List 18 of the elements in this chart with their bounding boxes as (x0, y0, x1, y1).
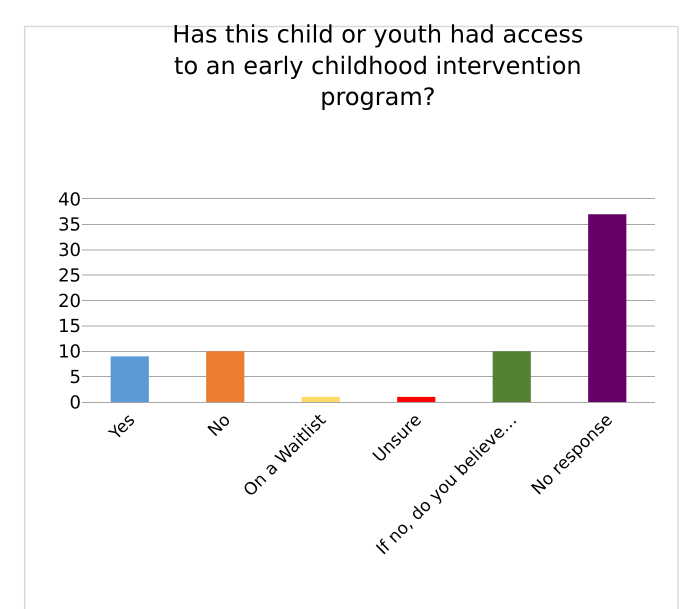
bar (397, 396, 436, 402)
bar (206, 351, 244, 402)
y-tick-label: 35 (58, 214, 81, 236)
y-tick-label: 20 (58, 290, 81, 312)
y-tick-label: 25 (58, 265, 81, 286)
x-tick-label: No (204, 410, 235, 441)
y-tick-label: 0 (70, 392, 81, 414)
y-tick-label: 15 (58, 316, 81, 338)
y-tick-label: 5 (70, 366, 81, 388)
y-tick-label: 10 (58, 342, 81, 363)
chart-title: Has this child or youth had access to an early childhood intervention program? (172, 20, 584, 112)
bar (492, 351, 531, 402)
y-tick-label: 30 (58, 240, 81, 262)
bar (110, 356, 149, 402)
x-tick-label: Yes (105, 410, 140, 445)
bar (302, 396, 340, 402)
y-tick-label: 40 (58, 189, 81, 210)
bar (588, 214, 626, 402)
